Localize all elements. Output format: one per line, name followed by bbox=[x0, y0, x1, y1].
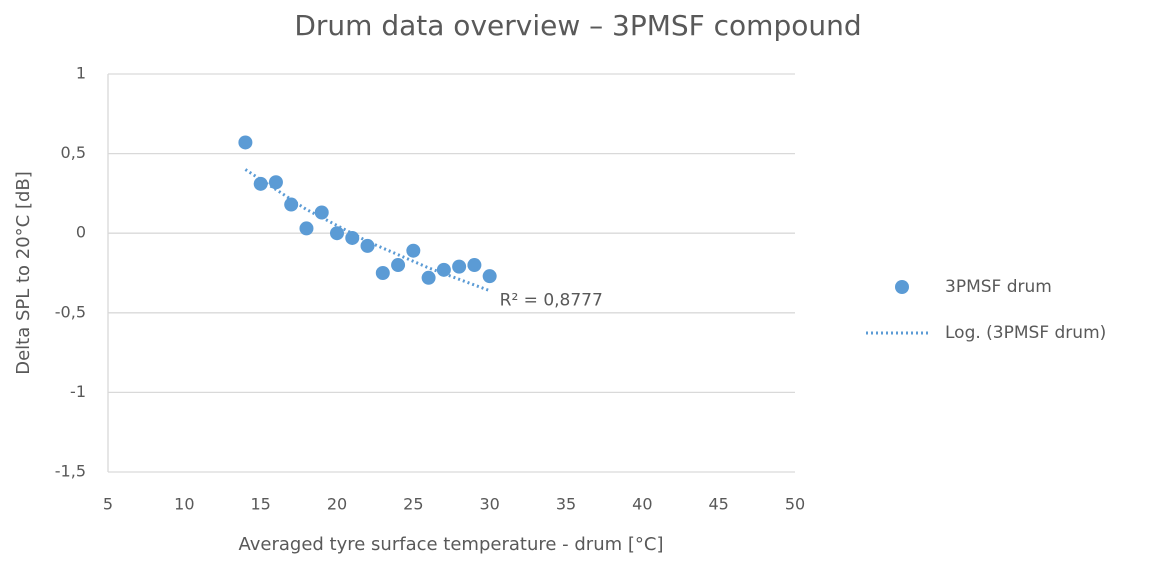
x-tick-label: 10 bbox=[174, 495, 194, 514]
y-tick-label: 0,5 bbox=[61, 143, 86, 162]
point bbox=[238, 135, 253, 150]
x-axis-label: Averaged tyre surface temperature - drum… bbox=[238, 534, 663, 555]
point bbox=[421, 270, 436, 285]
point bbox=[452, 259, 467, 274]
point bbox=[482, 269, 497, 284]
y-tick-label: -0,5 bbox=[55, 302, 86, 321]
y-tick-label: -1,5 bbox=[55, 462, 86, 481]
x-tick-label: 40 bbox=[632, 495, 652, 514]
trendline bbox=[244, 168, 491, 293]
legend-marker bbox=[895, 280, 909, 294]
y-tick-label: 1 bbox=[76, 64, 86, 83]
point bbox=[284, 197, 299, 212]
point bbox=[467, 258, 482, 273]
point bbox=[375, 266, 390, 280]
y-axis-label: Delta SPL to 20°C [dB] bbox=[13, 171, 34, 375]
point bbox=[391, 258, 406, 273]
y-tick-label: -1 bbox=[70, 382, 86, 401]
x-tick-label: 15 bbox=[250, 495, 270, 514]
x-tick-label: 20 bbox=[327, 495, 347, 514]
x-tick-label: 35 bbox=[556, 495, 576, 514]
y-tick-label: 0 bbox=[76, 223, 86, 242]
legend-label: 3PMSF drum bbox=[945, 277, 1052, 297]
point bbox=[345, 230, 360, 245]
x-tick-label: 30 bbox=[479, 495, 499, 514]
legend-label: Log. (3PMSF drum) bbox=[945, 323, 1106, 343]
x-tick-label: 25 bbox=[403, 495, 423, 514]
x-tick-label: 5 bbox=[103, 495, 113, 514]
point bbox=[299, 221, 314, 236]
x-tick-label: 50 bbox=[785, 495, 805, 514]
chart-title: Drum data overview – 3PMSF compound bbox=[294, 9, 861, 42]
point bbox=[406, 243, 421, 258]
point bbox=[330, 226, 344, 241]
x-tick-label: 45 bbox=[708, 495, 728, 514]
point bbox=[253, 176, 268, 191]
annotation: R² = 0,8777 bbox=[500, 291, 603, 311]
